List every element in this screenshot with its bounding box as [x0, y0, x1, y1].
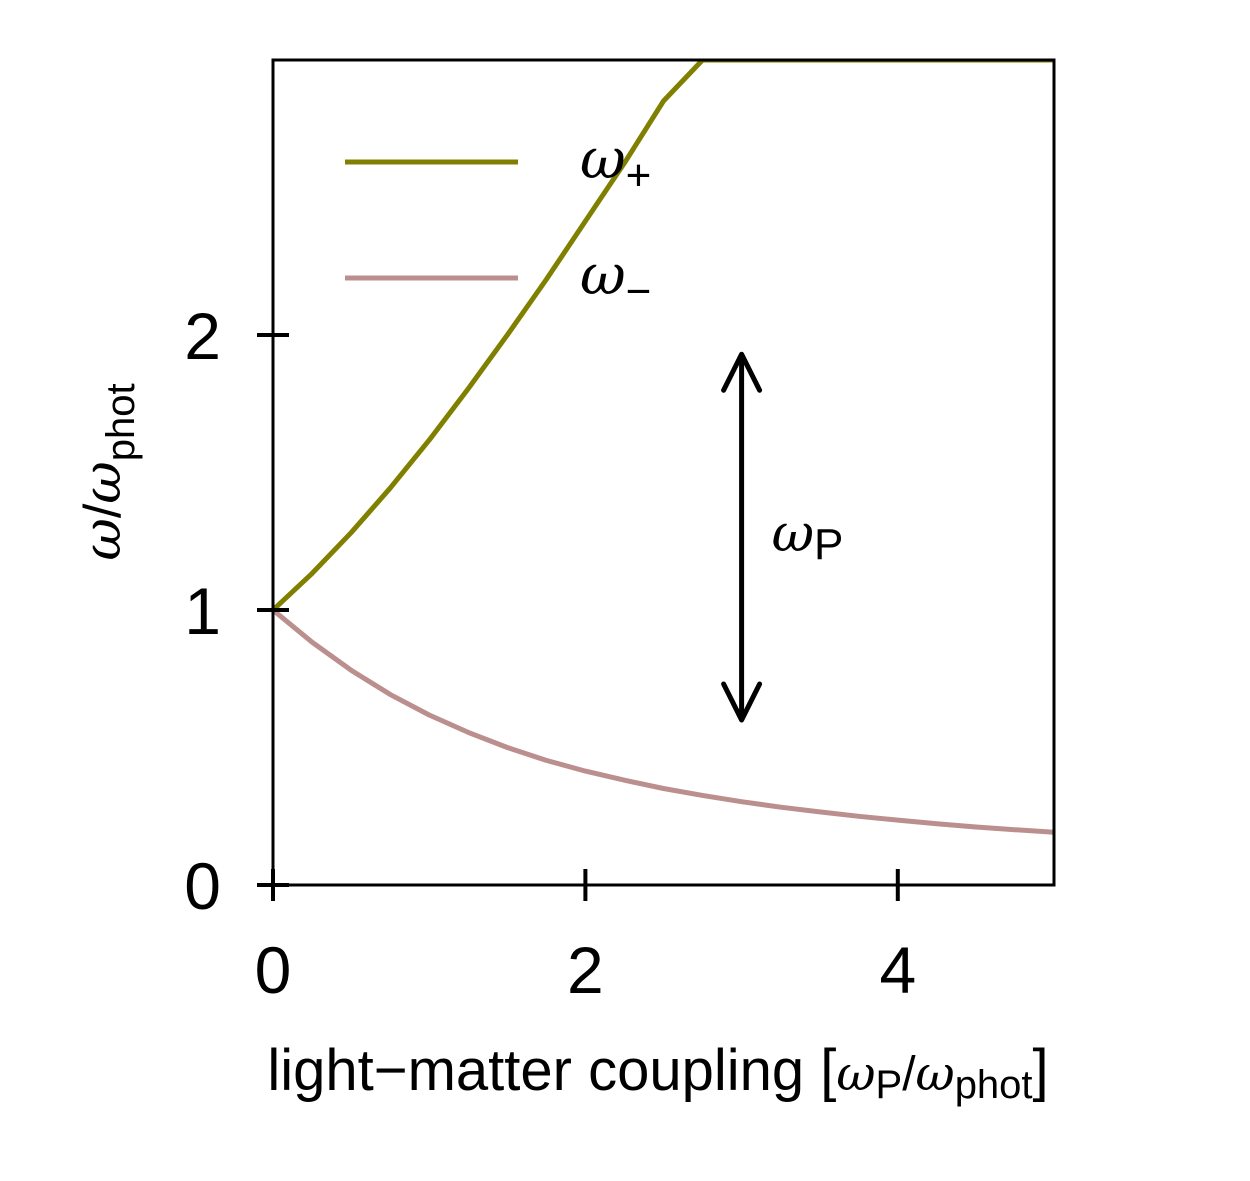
y-tick-label: 0: [184, 849, 221, 923]
annotation-label: ωP: [772, 504, 844, 569]
legend-label-symbol: ω: [580, 127, 626, 192]
y-axis-label-den-sub: phot: [99, 383, 143, 461]
annotation-layer: ωP: [724, 354, 844, 720]
y-tick-label: 2: [184, 299, 221, 373]
x-axis-label-num-sub: P: [876, 1063, 903, 1107]
series-line-omega-plus: [273, 60, 1054, 610]
legend-label-sub: −: [626, 267, 652, 316]
x-axis-label-close: ]: [1033, 1038, 1049, 1103]
y-tick-label: 1: [184, 574, 221, 648]
x-tick-label: 2: [567, 933, 604, 1007]
x-axis-label-main: light−matter coupling [: [267, 1038, 836, 1103]
legend-label-symbol: ω: [580, 243, 626, 308]
x-axis-label-den-sub: phot: [955, 1063, 1033, 1107]
annotation-label-symbol: ω: [772, 504, 814, 564]
series-layer: [273, 60, 1054, 832]
y-axis-label-symbol: ω: [73, 518, 133, 560]
series-line-omega-minus: [273, 610, 1054, 832]
legend-label: ω−: [580, 243, 651, 316]
plot-frame: [273, 60, 1054, 885]
annotation-label-sub: P: [814, 520, 843, 569]
x-axis-label: light−matter coupling [ωP/ωphot]: [267, 1038, 1048, 1107]
legend-label-sub: +: [626, 151, 652, 200]
x-axis-ticks: 0 2 4: [255, 869, 917, 1007]
y-axis-label: ω/ωphot: [73, 383, 143, 560]
x-axis-label-slash: /: [902, 1048, 916, 1101]
x-tick-label: 0: [255, 933, 292, 1007]
y-axis-label-den-symbol: ω: [73, 461, 133, 503]
x-axis-label-den-symbol: ω: [916, 1046, 955, 1102]
legend: ω+ω−: [345, 127, 651, 316]
y-axis-label-slash: /: [74, 503, 132, 518]
x-axis-label-num-symbol: ω: [836, 1046, 875, 1102]
x-tick-label: 4: [879, 933, 916, 1007]
